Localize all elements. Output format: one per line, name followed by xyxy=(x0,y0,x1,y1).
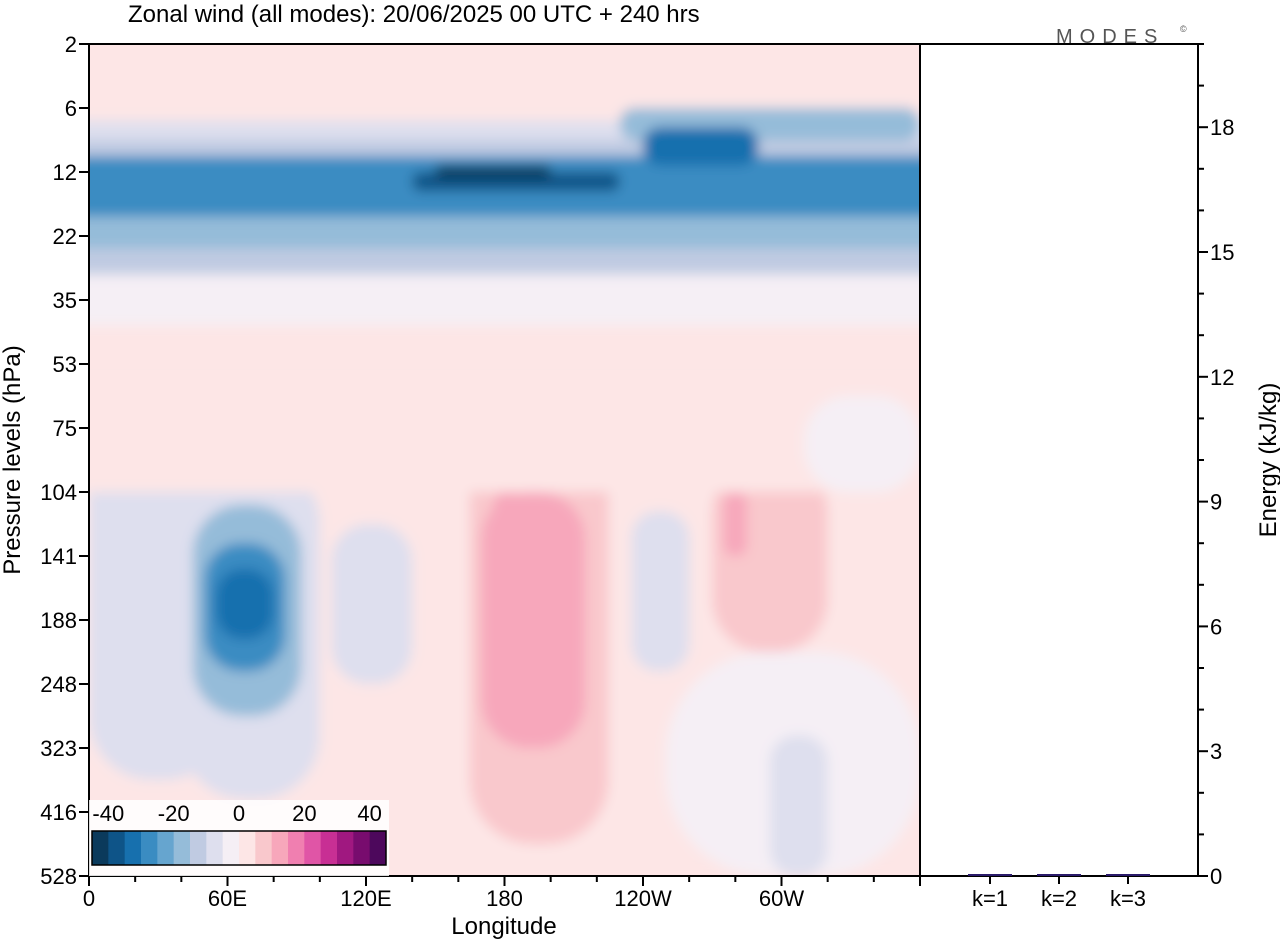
chart-title: Zonal wind (all modes): 20/06/2025 00 UT… xyxy=(128,1,700,28)
colorbar-ticks: -40 -20 0 20 40 xyxy=(92,801,381,826)
colorbar-swatch xyxy=(304,831,322,865)
energy-category-label: k=2 xyxy=(1041,886,1077,911)
energy-tick-label: 18 xyxy=(1210,115,1234,140)
heatmap-area xyxy=(89,44,920,876)
colorbar-swatch xyxy=(92,831,109,865)
energy-category-label: k=3 xyxy=(1110,886,1146,911)
x-tick-label: 180 xyxy=(486,886,523,911)
energy-tick-label: 9 xyxy=(1210,490,1222,515)
heatmap-region xyxy=(89,216,920,249)
colorbar-tick-label: -20 xyxy=(158,801,190,826)
colorbar-swatch xyxy=(255,831,273,865)
energy-bar xyxy=(1037,874,1081,876)
colorbar: -40 -20 0 20 40 xyxy=(89,800,389,876)
colorbar-swatch xyxy=(271,831,289,865)
colorbar-swatch xyxy=(337,831,354,865)
colorbar-swatch xyxy=(157,831,175,865)
heatmap-region xyxy=(492,492,523,652)
colorbar-swatch xyxy=(320,831,338,865)
brand-logo-text: MODES xyxy=(1056,26,1164,48)
y-tick-label: 141 xyxy=(40,544,77,569)
y-tick-label: 248 xyxy=(40,672,77,697)
x-tick-label: 0 xyxy=(83,886,95,911)
colorbar-tick-label: -40 xyxy=(92,801,124,826)
colorbar-swatch xyxy=(173,831,191,865)
y-tick-label: 6 xyxy=(65,96,77,121)
energy-bar xyxy=(968,874,1012,876)
y-tick-label: 53 xyxy=(53,352,77,377)
energy-axis-label: Energy (kJ/kg) xyxy=(1255,383,1280,538)
longitude-axis: 0 60E 120E 180 120W 60W xyxy=(83,876,921,911)
x-axis-label: Longitude xyxy=(451,913,556,940)
heatmap-region xyxy=(769,735,828,876)
energy-tick-label: 15 xyxy=(1210,240,1234,265)
heatmap-region xyxy=(643,127,759,166)
colorbar-tick-label: 40 xyxy=(357,801,381,826)
y-tick-label: 416 xyxy=(40,800,77,825)
energy-tick-label: 3 xyxy=(1210,739,1222,764)
colorbar-swatches xyxy=(91,830,387,866)
heatmap-region xyxy=(435,165,551,179)
heatmap-region xyxy=(804,396,920,492)
colorbar-tick-label: 0 xyxy=(233,801,245,826)
heatmap-region xyxy=(631,511,690,672)
colorbar-swatch xyxy=(353,831,371,865)
colorbar-swatch xyxy=(108,831,126,865)
colorbar-swatch xyxy=(369,831,387,865)
y-tick-label: 188 xyxy=(40,608,77,633)
x-tick-label: 120W xyxy=(614,886,672,911)
energy-bars xyxy=(968,874,1150,876)
heatmap-region xyxy=(89,274,920,326)
brand-copyright-mark: © xyxy=(1180,24,1187,34)
colorbar-swatch xyxy=(190,831,207,865)
energy-tick-label: 12 xyxy=(1210,365,1234,390)
colorbar-frame xyxy=(91,830,387,866)
colorbar-tick-label: 20 xyxy=(292,801,316,826)
heatmap-region xyxy=(89,396,920,492)
colorbar-swatch xyxy=(288,831,305,865)
colorbar-swatch xyxy=(239,831,256,865)
y-tick-label: 104 xyxy=(40,480,77,505)
heatmap-region xyxy=(89,248,920,275)
heatmap-region xyxy=(89,140,920,156)
heatmap-region xyxy=(331,524,413,684)
colorbar-swatch xyxy=(206,831,224,865)
x-tick-label: 60W xyxy=(759,886,804,911)
y-axis-label: Pressure levels (hPa) xyxy=(0,345,26,574)
energy-categories: k=1 k=2 k=3 xyxy=(972,876,1146,911)
colorbar-swatch xyxy=(141,831,158,865)
energy-panel: 0 3 6 9 12 15 18 k=1 k=2 k=3 Energy (kJ/kg) xyxy=(920,43,1280,911)
y-tick-label: 12 xyxy=(53,160,77,185)
heatmap-cells xyxy=(89,44,920,876)
y-tick-label: 75 xyxy=(53,416,77,441)
heatmap-region xyxy=(215,568,274,640)
energy-axis-ticks: 0 3 6 9 12 15 18 xyxy=(1198,43,1234,889)
energy-tick-label: 6 xyxy=(1210,614,1222,639)
y-tick-label: 528 xyxy=(40,864,77,889)
energy-tick-label: 0 xyxy=(1210,864,1222,889)
y-tick-label: 22 xyxy=(53,224,77,249)
energy-bar xyxy=(1106,874,1150,876)
colorbar-swatch xyxy=(124,831,142,865)
heatmap-region xyxy=(723,492,747,556)
colorbar-swatch xyxy=(222,831,240,865)
x-tick-label: 60E xyxy=(208,886,247,911)
pressure-axis: 2 6 12 22 35 53 75 104 141 188 248 323 416 528 xyxy=(40,32,89,889)
y-tick-label: 35 xyxy=(53,288,77,313)
energy-category-label: k=1 xyxy=(972,886,1008,911)
x-tick-label: 120E xyxy=(340,886,391,911)
y-tick-label: 323 xyxy=(40,736,77,761)
y-tick-label: 2 xyxy=(65,32,77,57)
